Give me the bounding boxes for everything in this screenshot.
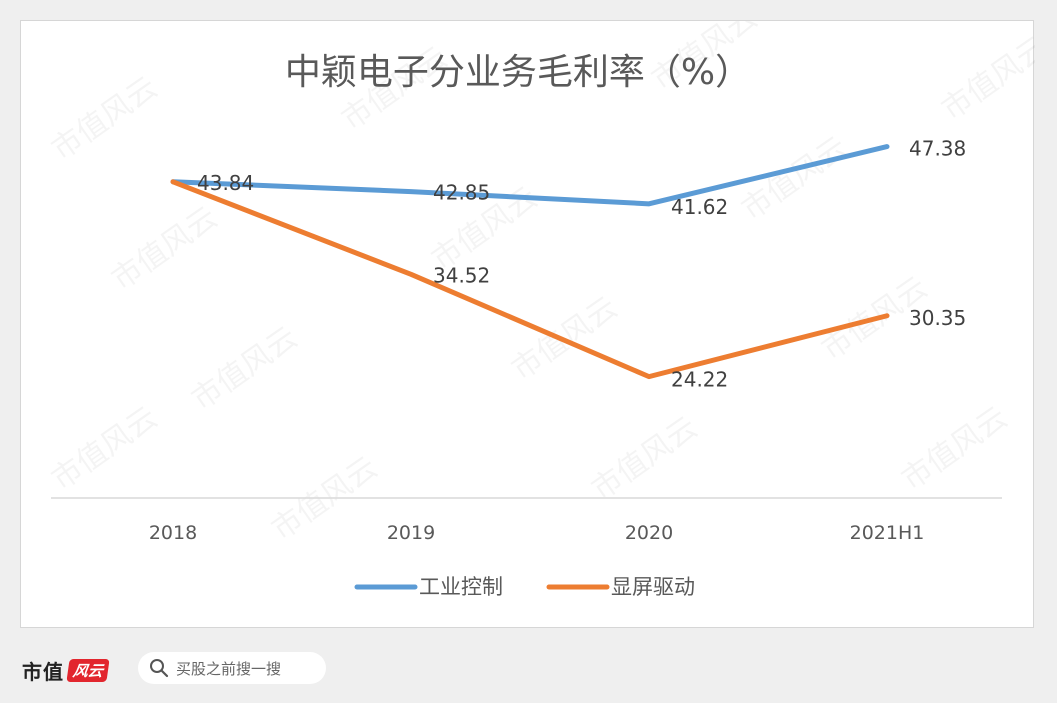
chart-card: 市值风云 市值风云 市值风云 市值风云 市值风云 市值风云 市值风云 市值风云 市值风云 市值风云…: [20, 20, 1035, 628]
watermark-text: 市值风云: [46, 70, 164, 167]
data-label: 42.85: [433, 181, 490, 205]
x-tick-label: 2020: [625, 522, 673, 544]
watermark-text: 市值风云: [936, 30, 1035, 127]
series-line: [170, 179, 890, 380]
watermark-text: 市值风云: [186, 320, 304, 417]
data-label: 47.38: [909, 137, 966, 161]
data-label: 30.35: [909, 306, 966, 330]
chart-title: 中颖电子分业务毛利率（%）: [285, 52, 751, 93]
search-icon: [150, 659, 169, 678]
footer: 市值 风云 买股之前搜一搜: [0, 640, 1057, 703]
series-layer: 43.84 42.85 41.62 47.38 34.52 24.22 30.35: [170, 137, 966, 392]
search-box[interactable]: 买股之前搜一搜: [138, 652, 326, 684]
watermark-text: 市值风云: [586, 410, 704, 507]
legend-label: 显屏驱动: [611, 575, 695, 599]
search-placeholder: 买股之前搜一搜: [176, 659, 282, 678]
x-tick-labels: 2018 2019 2020 2021H1: [149, 522, 925, 544]
watermark-text: 市值风云: [106, 200, 224, 297]
x-tick-label: 2018: [149, 522, 197, 544]
watermark-text: 市值风云: [266, 450, 384, 547]
data-label: 43.84: [197, 171, 254, 195]
brand-logo: 市值 风云: [22, 656, 110, 685]
legend-label: 工业控制: [419, 575, 503, 599]
watermark-text: 市值风云: [46, 400, 164, 497]
data-label: 24.22: [671, 368, 728, 392]
x-tick-label: 2021H1: [850, 522, 925, 544]
brand-seal: 风云: [66, 659, 110, 682]
legend: 工业控制 显屏驱动: [354, 575, 695, 599]
data-label: 34.52: [433, 263, 490, 287]
brand-name: 市值: [22, 660, 64, 684]
x-tick-label: 2019: [387, 522, 435, 544]
series-line: [170, 144, 890, 207]
data-label: 41.62: [671, 195, 728, 219]
watermark-text: 市值风云: [896, 400, 1014, 497]
